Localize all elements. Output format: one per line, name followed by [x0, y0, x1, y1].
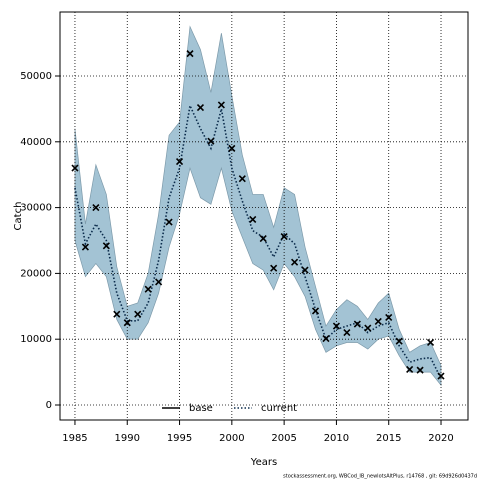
series-line: [74, 102, 442, 380]
y-tick-label: 30000: [20, 203, 52, 214]
observation: [228, 144, 236, 152]
x-tick-label: 2005: [271, 433, 296, 444]
observation: [134, 310, 142, 318]
observation: [426, 338, 435, 347]
legend-label: base: [189, 403, 213, 414]
observation: [81, 243, 89, 251]
observation: [71, 164, 79, 172]
observation: [301, 266, 309, 274]
observation: [291, 258, 299, 266]
y-tick-label: 50000: [20, 71, 52, 82]
observation: [144, 285, 152, 293]
x-tick-label: 2020: [428, 433, 453, 444]
x-tick-label: 2015: [376, 433, 401, 444]
observation: [165, 218, 173, 226]
observation: [353, 320, 361, 328]
y-tick-label: 0: [46, 400, 52, 411]
x-tick-label: 2010: [324, 433, 349, 444]
y-tick-label: 40000: [20, 137, 52, 148]
observation: [123, 319, 131, 327]
observation: [207, 137, 215, 145]
observation: [280, 232, 288, 241]
plot-frame: [59, 11, 469, 421]
observation: [437, 372, 445, 380]
observation: [395, 337, 403, 345]
observation: [322, 334, 330, 343]
y-axis-label: Catch: [13, 202, 24, 231]
observation: [259, 234, 267, 243]
observation: [270, 264, 278, 272]
observation: [196, 104, 205, 112]
x-tick-label: 1985: [62, 433, 87, 444]
observation: [311, 307, 320, 315]
observation: [92, 204, 100, 212]
x-tick-label: 1990: [115, 433, 140, 444]
observation: [249, 215, 257, 224]
observation: [416, 366, 424, 374]
observation: [343, 329, 351, 337]
observation: [217, 101, 225, 109]
observation: [332, 322, 340, 330]
observation: [186, 50, 194, 58]
legend-label: current: [261, 403, 297, 414]
observation: [175, 157, 184, 166]
y-tick-label: 10000: [20, 334, 52, 345]
x-axis-label: Years: [250, 457, 277, 468]
observation: [364, 324, 372, 332]
observation: [113, 310, 121, 318]
observation: [238, 175, 246, 183]
observation: [406, 365, 414, 374]
footer: stockassessment.org, WBCod_IB_newlotsAlt…: [283, 474, 477, 480]
observation: [102, 242, 110, 250]
x-tick-label: 1995: [167, 433, 192, 444]
observation: [385, 313, 393, 322]
y-tick-label: 20000: [20, 268, 52, 279]
confidence-band: [74, 25, 442, 387]
observation: [155, 278, 163, 286]
x-tick-label: 2000: [219, 433, 244, 444]
observation: [374, 317, 382, 325]
